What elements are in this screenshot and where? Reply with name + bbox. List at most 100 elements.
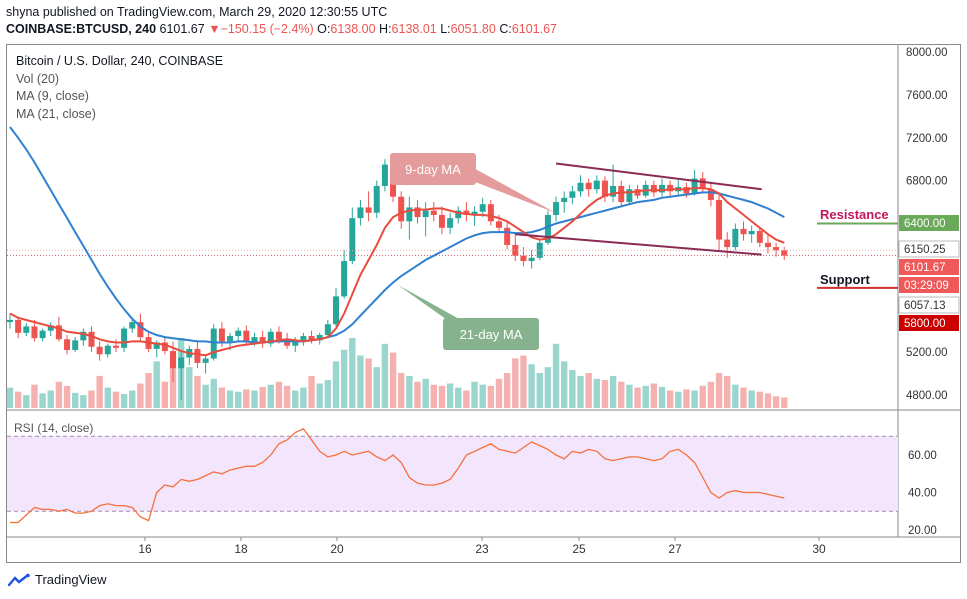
price-tick-label: 7200.00 — [906, 133, 948, 145]
candle-body — [438, 214, 445, 228]
ohlc-line: COINBASE:BTCUSD, 240 6101.67 ▼−150.15 (−… — [6, 22, 557, 36]
candle-body — [422, 210, 429, 218]
candle-body — [463, 210, 470, 215]
volume-bar — [218, 387, 226, 408]
support-price-tag: 5800.00 — [904, 318, 946, 330]
candle-body — [650, 184, 657, 193]
rsi-tick-label: 40.00 — [908, 488, 937, 500]
candle-body — [300, 336, 307, 342]
candle-body — [210, 328, 217, 359]
candle-body — [373, 185, 380, 213]
volume-bar — [88, 390, 95, 408]
time-tick-label: 23 — [475, 542, 489, 556]
symbol[interactable]: COINBASE:BTCUSD, 240 — [6, 22, 157, 36]
volume-bar — [626, 384, 633, 408]
last-price-tag-bg — [899, 259, 959, 275]
candle-body — [170, 351, 176, 369]
ma21-callout-box — [443, 318, 539, 350]
volume-bar — [324, 380, 332, 408]
volume-bar — [72, 392, 79, 408]
resistance-price-tag: 6400.00 — [904, 218, 946, 230]
ma9-line — [9, 187, 785, 357]
candle-body — [610, 185, 617, 197]
candle-body — [430, 210, 437, 215]
candle-body — [667, 184, 674, 192]
candle-body — [553, 202, 560, 215]
volume-bar — [691, 390, 698, 408]
candle-body — [496, 221, 502, 228]
legend-title[interactable]: Bitcoin / U.S. Dollar, 240, COINBASE — [16, 54, 224, 68]
ma21-line — [9, 126, 785, 344]
volume-bar — [699, 385, 706, 408]
open-value: 6138.00 — [330, 22, 376, 36]
volume-bar — [577, 375, 584, 408]
ma9-price-tag: 6057.13 — [904, 300, 946, 312]
candle-body — [618, 185, 625, 203]
candle-body — [15, 319, 22, 333]
volume-bar — [6, 387, 14, 408]
volume-bar — [609, 375, 617, 408]
volume-bar — [202, 384, 209, 408]
time-tick-label: 16 — [138, 542, 152, 556]
candle-body — [748, 231, 755, 235]
countdown-tag-bg — [899, 277, 959, 293]
candle-body — [414, 207, 421, 218]
candle-body — [23, 326, 30, 333]
time-tick-label: 30 — [812, 542, 826, 556]
volume-bar — [308, 375, 315, 408]
candle-body — [773, 247, 780, 251]
candle-body — [561, 197, 568, 203]
published-line: shyna published on TradingView.com, Marc… — [6, 5, 388, 19]
high-value: 6138.01 — [391, 22, 437, 36]
volume-bar — [585, 373, 592, 408]
legend-vol[interactable]: Vol (20) — [16, 71, 60, 86]
legend-ma21[interactable]: MA (21, close) — [16, 106, 96, 121]
high-label: H: — [379, 22, 392, 36]
candle-body — [536, 242, 543, 258]
candle-body — [243, 330, 250, 343]
volume-bar — [707, 381, 715, 408]
time-tick-label: 27 — [668, 542, 682, 556]
candle-body — [781, 250, 788, 256]
volume-bar — [650, 383, 658, 408]
rsi-line — [10, 427, 785, 524]
ma9-callout-pointer — [468, 165, 556, 213]
candle-body — [528, 257, 535, 262]
open-label: O: — [317, 22, 331, 36]
ma9-callout-text: 9-day MA — [405, 162, 461, 177]
low-label: L: — [440, 22, 451, 36]
volume-bar — [438, 385, 446, 408]
candle-body — [47, 325, 54, 331]
tradingview-brand[interactable]: TradingView — [8, 572, 107, 587]
candle-body — [724, 239, 731, 248]
candle-body — [64, 339, 71, 350]
candle-body — [178, 357, 185, 369]
candle-body — [634, 189, 641, 196]
volume-bar — [104, 387, 111, 408]
price-tick-label: 5200.00 — [906, 347, 948, 359]
volume-bar — [634, 387, 641, 408]
legend-ma9[interactable]: MA (9, close) — [16, 89, 89, 103]
volume-bar — [31, 384, 38, 408]
close-value: 6101.67 — [511, 22, 558, 36]
volume-bar — [520, 355, 527, 408]
volume-bar — [544, 367, 552, 408]
volume-bar — [47, 390, 54, 408]
candle-body — [104, 345, 111, 355]
volume-bar — [536, 373, 543, 408]
volume-bar — [55, 381, 63, 408]
volume-bar — [446, 383, 454, 408]
candle-body — [740, 228, 747, 235]
volume-bar — [389, 352, 397, 408]
candle-body — [756, 231, 763, 243]
candle-body — [544, 214, 551, 243]
volume-bar — [512, 358, 519, 408]
candle-body — [707, 189, 714, 200]
countdown-tag: 03:29:09 — [904, 280, 949, 292]
volume-bar — [39, 393, 46, 408]
volume-bar — [756, 391, 763, 408]
rsi-label: RSI (14, close) — [14, 421, 93, 435]
volume-bar — [259, 387, 266, 408]
resistance-label: Resistance — [820, 207, 889, 222]
